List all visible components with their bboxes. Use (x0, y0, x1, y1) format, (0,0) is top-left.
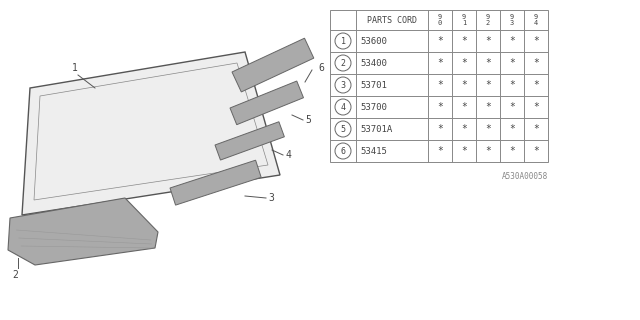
Text: *: * (437, 146, 443, 156)
Text: *: * (485, 146, 491, 156)
Text: *: * (461, 36, 467, 46)
Text: 9
2: 9 2 (486, 14, 490, 26)
Text: PARTS CORD: PARTS CORD (367, 15, 417, 25)
Text: *: * (509, 146, 515, 156)
Text: *: * (485, 80, 491, 90)
Text: *: * (533, 124, 539, 134)
Text: *: * (437, 58, 443, 68)
Polygon shape (8, 198, 158, 265)
Text: *: * (533, 80, 539, 90)
Text: *: * (437, 102, 443, 112)
Text: 1: 1 (72, 63, 78, 73)
Text: 4: 4 (340, 102, 346, 111)
Text: *: * (461, 80, 467, 90)
Text: *: * (485, 36, 491, 46)
Polygon shape (230, 81, 303, 125)
Text: 53400: 53400 (360, 59, 387, 68)
Text: 9
4: 9 4 (534, 14, 538, 26)
Polygon shape (232, 38, 314, 92)
Text: 9
3: 9 3 (510, 14, 514, 26)
Text: *: * (509, 36, 515, 46)
Text: 5: 5 (340, 124, 346, 133)
Text: 53700: 53700 (360, 102, 387, 111)
Text: 6: 6 (340, 147, 346, 156)
Text: 3: 3 (268, 193, 274, 203)
Text: 9
1: 9 1 (462, 14, 466, 26)
Text: *: * (485, 124, 491, 134)
Text: A530A00058: A530A00058 (502, 172, 548, 181)
Text: 53415: 53415 (360, 147, 387, 156)
Text: *: * (533, 102, 539, 112)
Text: 53701A: 53701A (360, 124, 392, 133)
Text: *: * (437, 124, 443, 134)
Text: 5: 5 (305, 115, 311, 125)
Text: *: * (533, 58, 539, 68)
Polygon shape (215, 122, 284, 160)
Text: *: * (509, 102, 515, 112)
Text: 53701: 53701 (360, 81, 387, 90)
Text: 9
0: 9 0 (438, 14, 442, 26)
Text: *: * (533, 36, 539, 46)
Polygon shape (22, 52, 280, 215)
Text: *: * (509, 80, 515, 90)
Text: 6: 6 (318, 63, 324, 73)
Text: *: * (485, 102, 491, 112)
Text: *: * (485, 58, 491, 68)
Text: *: * (509, 58, 515, 68)
Text: 3: 3 (340, 81, 346, 90)
Bar (330, 10, 548, 162)
Text: *: * (461, 124, 467, 134)
Text: 4: 4 (285, 150, 291, 160)
Text: *: * (461, 146, 467, 156)
Text: *: * (509, 124, 515, 134)
Text: *: * (533, 146, 539, 156)
Text: *: * (461, 102, 467, 112)
Text: 53600: 53600 (360, 36, 387, 45)
Polygon shape (170, 160, 261, 205)
Text: *: * (437, 80, 443, 90)
Text: *: * (461, 58, 467, 68)
Text: 1: 1 (340, 36, 346, 45)
Text: *: * (437, 36, 443, 46)
Text: 2: 2 (12, 270, 18, 280)
Text: 2: 2 (340, 59, 346, 68)
